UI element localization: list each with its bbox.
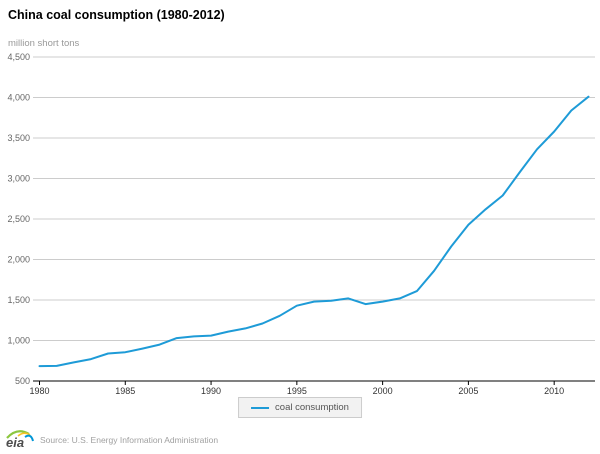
svg-text:3,000: 3,000 — [7, 174, 30, 184]
svg-text:4,000: 4,000 — [7, 93, 30, 103]
svg-text:1,000: 1,000 — [7, 336, 30, 346]
source-attribution: Source: U.S. Energy Information Administ… — [40, 435, 219, 445]
x-axis: 1980 1985 1990 1995 2000 2005 2010 — [29, 380, 595, 395]
legend-coal-consumption[interactable]: coal consumption — [238, 397, 362, 418]
svg-text:2005: 2005 — [458, 386, 478, 395]
coal-consumption-line — [38, 95, 590, 368]
eia-logo-icon: eia — [6, 430, 34, 450]
svg-text:1980: 1980 — [29, 386, 49, 395]
chart-canvas: 500 1,000 1,500 2,000 2,500 3,000 3,500 4,000 4,… — [7, 52, 595, 395]
svg-text:2,000: 2,000 — [7, 255, 30, 265]
eia-logo-text: eia — [6, 435, 24, 450]
footer: eia Source: U.S. Energy Information Admi… — [0, 426, 600, 454]
legend-label: coal consumption — [275, 402, 349, 413]
svg-text:1990: 1990 — [201, 386, 221, 395]
chart-title: China coal consumption (1980-2012) — [8, 8, 225, 22]
svg-text:2000: 2000 — [373, 386, 393, 395]
svg-text:500: 500 — [15, 376, 30, 386]
svg-text:2,500: 2,500 — [7, 214, 30, 224]
svg-text:1,500: 1,500 — [7, 295, 30, 305]
svg-text:2010: 2010 — [544, 386, 564, 395]
legend-line-swatch — [251, 406, 270, 409]
svg-text:1985: 1985 — [115, 386, 135, 395]
gridlines — [33, 56, 595, 341]
y-axis-units-label: million short tons — [8, 38, 80, 49]
svg-text:1995: 1995 — [287, 386, 307, 395]
y-axis-tick-labels: 500 1,000 1,500 2,000 2,500 3,000 3,500 4,000 4,… — [7, 52, 30, 386]
svg-text:4,500: 4,500 — [7, 52, 30, 62]
svg-text:3,500: 3,500 — [7, 133, 30, 143]
